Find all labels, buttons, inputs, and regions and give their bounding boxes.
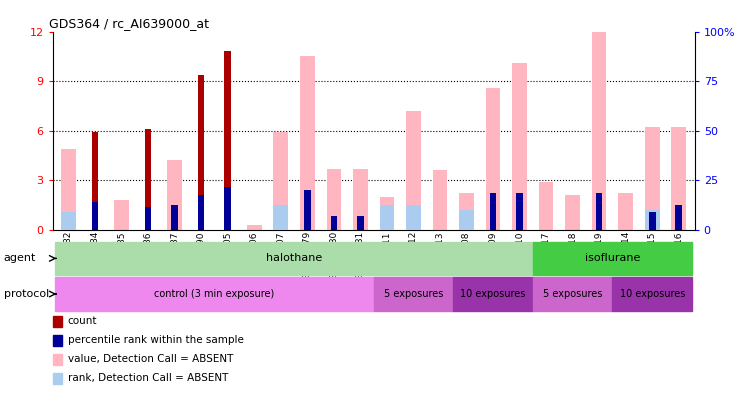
Bar bbox=[92, 132, 98, 230]
Bar bbox=[486, 88, 500, 230]
Bar bbox=[56, 242, 532, 275]
Bar bbox=[512, 63, 527, 230]
Text: 5 exposures: 5 exposures bbox=[543, 289, 602, 299]
Bar bbox=[198, 195, 204, 230]
Bar bbox=[56, 277, 374, 311]
Text: 10 exposures: 10 exposures bbox=[460, 289, 526, 299]
Bar bbox=[247, 225, 261, 230]
Text: value, Detection Call = ABSENT: value, Detection Call = ABSENT bbox=[68, 354, 233, 364]
Bar bbox=[379, 197, 394, 230]
Bar bbox=[566, 195, 580, 230]
Bar bbox=[406, 205, 421, 230]
Bar bbox=[459, 193, 474, 230]
Bar bbox=[453, 277, 532, 311]
Text: 5 exposures: 5 exposures bbox=[384, 289, 443, 299]
Bar bbox=[596, 193, 602, 230]
Bar bbox=[171, 205, 178, 230]
Bar bbox=[406, 111, 421, 230]
Bar bbox=[273, 132, 288, 230]
Bar bbox=[645, 128, 659, 230]
Bar bbox=[92, 202, 98, 230]
Bar bbox=[433, 170, 448, 230]
Bar bbox=[61, 211, 76, 230]
Text: count: count bbox=[68, 316, 97, 326]
Text: isoflurane: isoflurane bbox=[585, 253, 640, 263]
Bar bbox=[538, 182, 553, 230]
Bar bbox=[225, 187, 231, 230]
Bar bbox=[353, 169, 368, 230]
Bar bbox=[198, 74, 204, 230]
Bar bbox=[612, 277, 692, 311]
Bar bbox=[618, 193, 633, 230]
Bar bbox=[167, 160, 182, 230]
Bar bbox=[61, 149, 76, 230]
Bar bbox=[516, 193, 523, 230]
Bar bbox=[532, 277, 612, 311]
Bar bbox=[330, 217, 337, 230]
Text: rank, Detection Call = ABSENT: rank, Detection Call = ABSENT bbox=[68, 373, 228, 383]
Bar bbox=[379, 205, 394, 230]
Bar bbox=[357, 217, 363, 230]
Bar bbox=[114, 200, 129, 230]
Bar bbox=[273, 205, 288, 230]
Bar bbox=[649, 211, 656, 230]
Text: 10 exposures: 10 exposures bbox=[620, 289, 685, 299]
Bar bbox=[592, 32, 607, 230]
Text: agent: agent bbox=[4, 253, 36, 263]
Text: percentile rank within the sample: percentile rank within the sample bbox=[68, 335, 243, 345]
Text: control (3 min exposure): control (3 min exposure) bbox=[154, 289, 275, 299]
Text: GDS364 / rc_AI639000_at: GDS364 / rc_AI639000_at bbox=[50, 17, 210, 30]
Text: protocol: protocol bbox=[4, 289, 49, 299]
Bar bbox=[645, 210, 659, 230]
Bar bbox=[225, 51, 231, 230]
Bar bbox=[373, 277, 453, 311]
Bar bbox=[304, 190, 311, 230]
Text: halothane: halothane bbox=[266, 253, 322, 263]
Bar bbox=[459, 210, 474, 230]
Bar bbox=[145, 129, 152, 230]
Bar bbox=[671, 128, 686, 230]
Bar bbox=[675, 205, 682, 230]
Bar bbox=[327, 169, 341, 230]
Bar bbox=[145, 207, 152, 230]
Bar bbox=[300, 56, 315, 230]
Bar bbox=[490, 193, 496, 230]
Bar bbox=[532, 242, 692, 275]
